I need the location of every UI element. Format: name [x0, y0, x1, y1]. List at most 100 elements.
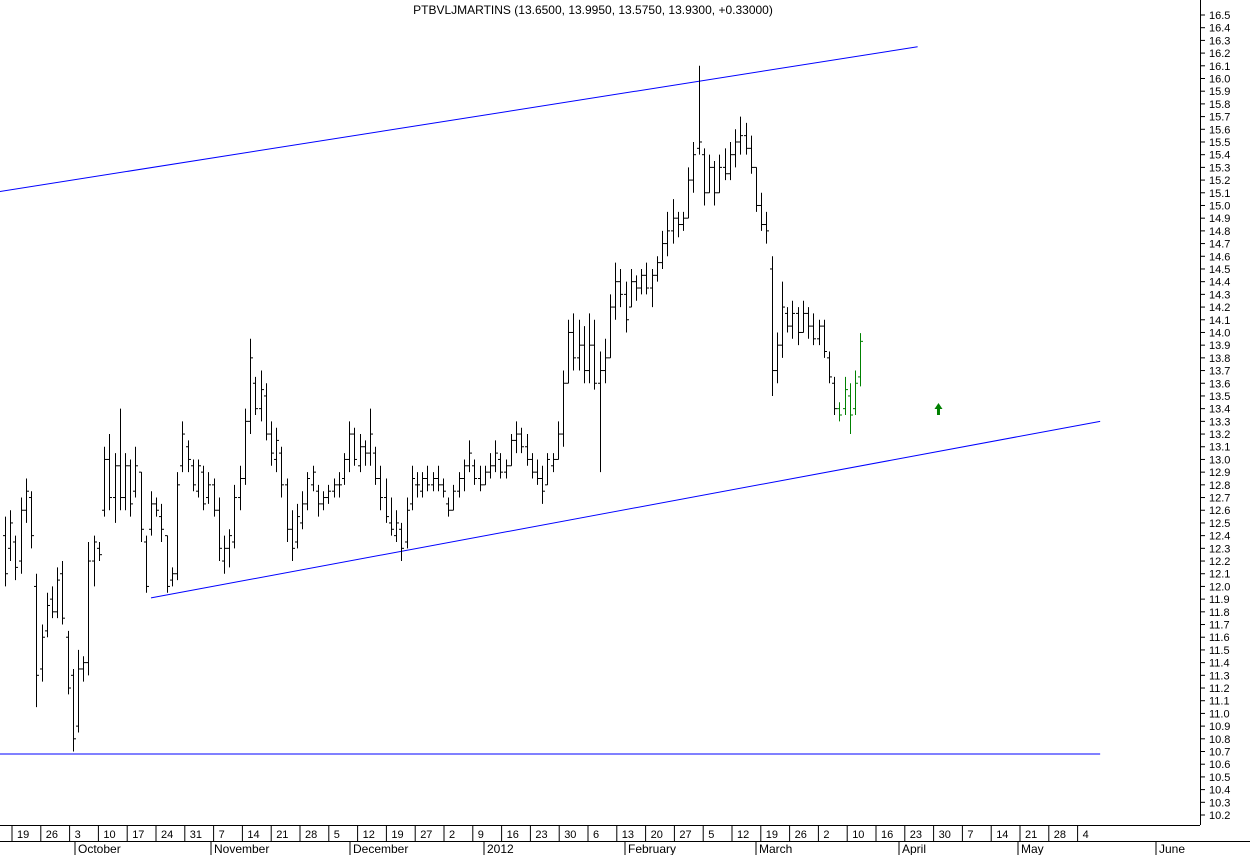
x-tick-label: 16: [881, 829, 893, 841]
ohlc-bar: [618, 268, 623, 308]
ohlc-bar: [373, 446, 378, 485]
x-tick-label: 30: [564, 829, 576, 841]
x-tick-label: 19: [17, 829, 29, 841]
ohlc-bar: [634, 275, 639, 301]
ohlc-bar: [509, 434, 514, 467]
month-label: April: [902, 842, 926, 855]
ohlc-bar: [639, 268, 644, 295]
ohlc-bar: [790, 300, 795, 339]
y-tick-label: 10.2: [1209, 810, 1230, 822]
y-tick-label: 14.1: [1209, 315, 1230, 327]
ohlc-bar: [300, 491, 305, 530]
price-bars: [3, 65, 863, 752]
y-tick-label: 13.6: [1209, 378, 1230, 390]
ohlc-bar: [139, 471, 144, 542]
ohlc-bar: [827, 351, 832, 384]
ohlc-bar: [498, 453, 503, 479]
ohlc-bar: [264, 383, 269, 441]
ohlc-bar: [133, 446, 138, 498]
y-tick-label: 10.5: [1209, 772, 1230, 784]
ohlc-bar: [118, 408, 123, 511]
ohlc-bar: [822, 319, 827, 358]
ohlc-bar: [540, 465, 545, 504]
ohlc-bar: [269, 421, 274, 466]
ohlc-bar: [45, 592, 50, 638]
x-tick-label: 23: [535, 829, 547, 841]
ohlc-bar: [165, 535, 170, 593]
ohlc-bar: [363, 440, 368, 466]
y-tick-label: 14.0: [1209, 327, 1230, 339]
y-tick-label: 10.3: [1209, 797, 1230, 809]
x-tick-label: 3: [75, 829, 81, 841]
x-tick-label: 5: [708, 829, 714, 841]
y-tick-label: 16.5: [1209, 10, 1230, 22]
ohlc-bar: [608, 294, 613, 359]
ohlc-bar: [389, 497, 394, 536]
ohlc-bar: [686, 167, 691, 219]
ohlc-bar: [321, 491, 326, 511]
ohlc-bar: [186, 440, 191, 473]
y-tick-label: 15.7: [1209, 112, 1230, 124]
ohlc-bar: [697, 65, 702, 155]
x-tick-label: 14: [996, 829, 1008, 841]
ohlc-bar: [457, 472, 462, 498]
ohlc-bar: [217, 497, 222, 562]
ohlc-bar: [504, 459, 509, 479]
ohlc-bar: [206, 472, 211, 504]
annotations: [934, 403, 943, 415]
x-tick-label: 13: [622, 829, 634, 841]
y-tick-label: 14.5: [1209, 264, 1230, 276]
ohlc-bar: [97, 541, 102, 562]
y-tick-label: 14.6: [1209, 251, 1230, 263]
y-tick-label: 16.4: [1209, 23, 1230, 35]
ohlc-bar: [519, 427, 524, 454]
ohlc-bar: [175, 472, 180, 581]
ohlc-bar: [785, 307, 790, 333]
ohlc-bar: [410, 465, 415, 511]
ohlc-bar: [811, 313, 816, 346]
x-tick-label: 2: [823, 829, 829, 841]
ohlc-bar: [566, 319, 571, 384]
ohlc-bar: [378, 465, 383, 511]
trendlines: [0, 46, 1101, 755]
y-tick-label: 15.0: [1209, 200, 1230, 212]
ohlc-bar: [691, 141, 696, 193]
ohlc-bar: [279, 446, 284, 498]
x-tick-label: 2: [449, 829, 455, 841]
x-tick-label: 4: [1083, 829, 1089, 841]
y-tick-label: 13.5: [1209, 391, 1230, 403]
y-tick-label: 12.3: [1209, 543, 1230, 555]
y-tick-label: 13.3: [1209, 416, 1230, 428]
ohlc-bar: [405, 497, 410, 549]
x-tick-label: 20: [651, 829, 663, 841]
ohlc-bar: [759, 192, 764, 231]
ohlc-bar: [624, 281, 629, 333]
ohlc-bar: [34, 573, 39, 708]
y-tick-label: 11.2: [1209, 683, 1230, 695]
y-tick-label: 14.4: [1209, 277, 1230, 289]
ohlc-bar: [676, 211, 681, 238]
ohlc-bar: [50, 586, 55, 619]
ohlc-bar: [201, 465, 206, 511]
x-tick-label: 30: [939, 829, 951, 841]
month-label: 2012: [487, 842, 514, 855]
trendline: [0, 46, 918, 192]
ohlc-bar: [817, 319, 822, 346]
x-tick-label: 27: [679, 829, 691, 841]
ohlc-bar: [770, 256, 775, 396]
y-tick-label: 15.6: [1209, 124, 1230, 136]
ohlc-bar: [159, 503, 164, 542]
ohlc-bar: [3, 516, 8, 587]
ohlc-bar: [754, 166, 759, 212]
ohlc-bar: [399, 522, 404, 562]
y-tick-label: 15.4: [1209, 150, 1230, 162]
ohlc-bar: [733, 129, 738, 168]
ohlc-bar: [144, 535, 149, 593]
ohlc-bar: [29, 491, 34, 549]
ohlc-bar: [128, 459, 133, 517]
x-tick-label: 21: [276, 829, 288, 841]
ohlc-bar: [493, 440, 498, 473]
ohlc-bar: [86, 541, 91, 676]
x-tick-label: 7: [967, 829, 973, 841]
x-tick-label: 12: [363, 829, 375, 841]
